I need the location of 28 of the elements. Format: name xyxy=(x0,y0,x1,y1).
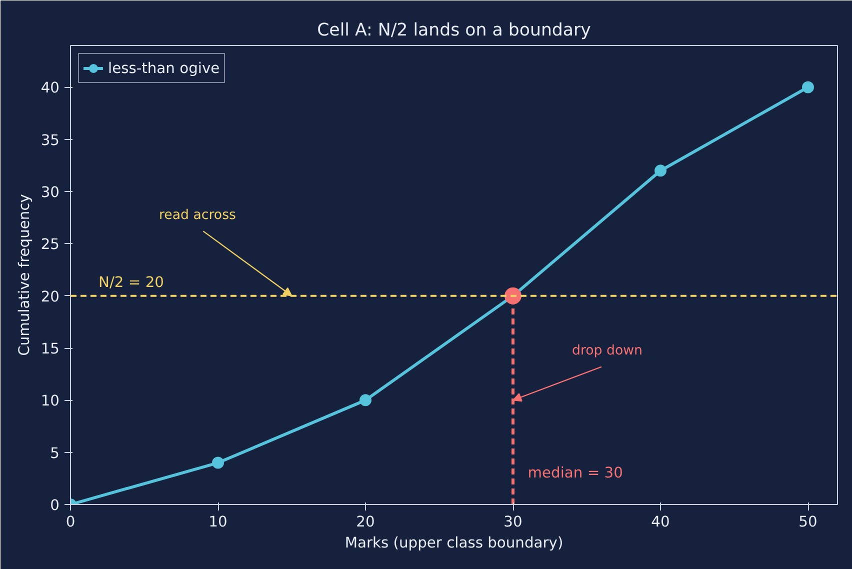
x-tick-label: 0 xyxy=(66,514,76,530)
point xyxy=(212,456,224,469)
y-tick-label: 20 xyxy=(40,288,60,306)
chart-title: Cell A: N/2 lands on a boundary xyxy=(317,20,591,40)
y-tick-label: 0 xyxy=(50,497,60,514)
annotation: drop down xyxy=(572,343,642,358)
point xyxy=(654,164,666,177)
y-tick-label: 10 xyxy=(40,392,60,410)
point xyxy=(504,287,522,304)
x-tick-label: 40 xyxy=(651,514,670,530)
y-axis-title: Cumulative frequency xyxy=(16,194,33,356)
point xyxy=(802,81,814,94)
ref-line-label: N/2 = 20 xyxy=(98,274,164,291)
y-tick-label: 5 xyxy=(50,444,60,462)
x-tick-label: 50 xyxy=(798,514,818,530)
annotation: median = 30 xyxy=(528,464,623,482)
x-tick-label: 10 xyxy=(208,514,228,530)
point xyxy=(360,394,372,406)
x-axis-title: Marks (upper class boundary) xyxy=(344,534,564,552)
y-tick-label: 25 xyxy=(40,236,60,254)
x-tick-label: 30 xyxy=(504,514,522,530)
y-tick-label: 40 xyxy=(40,80,60,97)
annotation: read across xyxy=(159,208,236,223)
x-tick-label: 20 xyxy=(356,514,375,530)
y-tick-label: 30 xyxy=(40,184,60,202)
legend-label: less-than ogive xyxy=(108,60,220,76)
y-tick-label: 15 xyxy=(40,340,60,358)
y-tick-label: 35 xyxy=(40,132,60,149)
